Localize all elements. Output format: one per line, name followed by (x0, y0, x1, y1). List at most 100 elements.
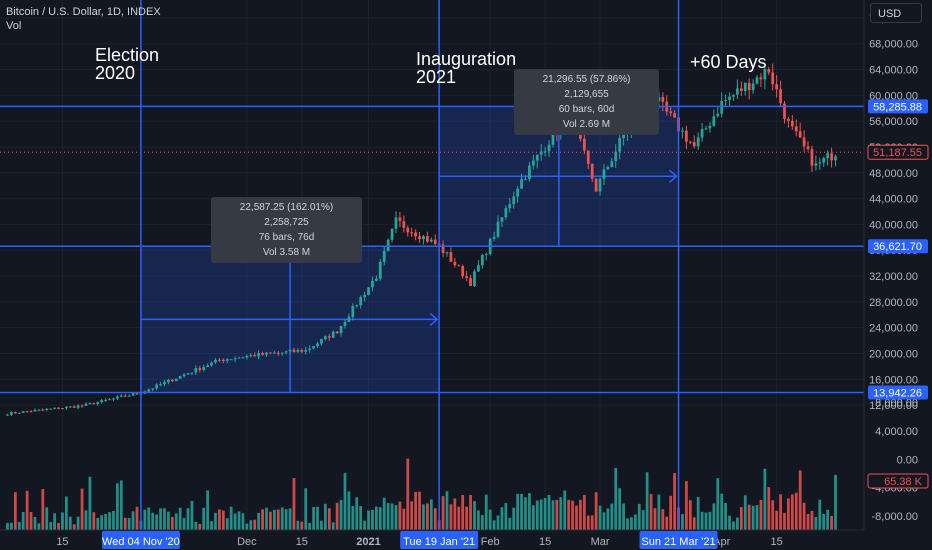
volume-bar (775, 510, 779, 530)
candle-body (127, 395, 131, 397)
price-tick-label: 40,000.00 (869, 219, 918, 231)
candle-body (426, 236, 429, 242)
volume-bar (783, 512, 786, 530)
candle-body (802, 137, 806, 147)
volume-bar (53, 513, 56, 530)
volume-bar (794, 492, 798, 530)
candle-body (661, 96, 665, 102)
volume-bar (253, 519, 257, 530)
plus60-note[interactable]: +60 Days (690, 53, 767, 71)
candle-body (386, 239, 390, 252)
volume-bar (739, 507, 743, 530)
candle-body (155, 384, 158, 389)
candle-body (810, 149, 814, 166)
volume-bar (806, 513, 810, 530)
volume-bar (692, 517, 696, 530)
price-tick-label: 20,000.00 (869, 348, 918, 360)
volume-bar (410, 501, 414, 530)
election-note[interactable]: Election 2020 (95, 46, 159, 82)
volume-bar (563, 490, 567, 530)
candle-body (720, 100, 724, 114)
volume-bar (429, 499, 433, 530)
candle-body (590, 163, 594, 179)
symbol-title: Bitcoin / U.S. Dollar, 1D, INDEX (6, 6, 161, 18)
candle-body (594, 178, 598, 192)
candle-body (516, 188, 520, 197)
candle-body (449, 252, 453, 262)
candle-body (606, 166, 610, 170)
volume-bar (351, 505, 355, 530)
candle-body (688, 141, 692, 143)
volume-tick-label: -8,000.00 (872, 511, 918, 523)
candle-body (414, 232, 417, 237)
inauguration-note-line1: Inauguration (416, 49, 517, 69)
candle-body (700, 129, 704, 138)
candle-body (76, 405, 80, 408)
candle-body (265, 352, 268, 355)
volume-bar (300, 521, 304, 530)
price-tick-label: 48,000.00 (869, 168, 918, 180)
candle-body (716, 113, 720, 117)
candle-body (135, 393, 139, 395)
volume-bar (802, 502, 806, 530)
volume-bar (131, 511, 135, 530)
candle-body (382, 251, 386, 262)
candle-body (327, 336, 331, 338)
candle-body (492, 236, 496, 239)
volume-bar (673, 473, 676, 530)
candle-body (249, 355, 253, 357)
volume-bar (555, 499, 559, 530)
candle-body (794, 126, 798, 132)
measure-1-change: 22,587.25 (162.01%) 2,258,725 (239, 202, 334, 228)
candle-body (6, 414, 9, 416)
candle-body (712, 116, 716, 126)
volume-bar (237, 511, 241, 530)
volume-bar (339, 500, 343, 530)
candle-body (194, 368, 198, 373)
volume-bar (551, 500, 555, 530)
volume-bar (535, 500, 539, 530)
volume-bar (84, 510, 88, 530)
volume-bar (579, 499, 582, 530)
volume-bar (221, 510, 225, 530)
candle-body (41, 409, 45, 411)
candle-body (394, 217, 398, 229)
volume-bar (355, 497, 359, 530)
candle-body (751, 83, 755, 91)
inauguration-note[interactable]: Inauguration 2021 (416, 50, 516, 86)
price-tick-label: 12,000.00 (869, 400, 918, 412)
volume-bar (657, 494, 661, 530)
candle-body (245, 355, 249, 358)
volume-bar (225, 518, 229, 530)
volume-bar (320, 520, 323, 530)
volume-bar (186, 508, 190, 530)
candle-body (182, 374, 186, 377)
volume-bar (382, 497, 386, 530)
candle-body (163, 381, 166, 385)
candle-body (119, 395, 123, 397)
candle-body (29, 411, 33, 413)
volume-bar (280, 507, 284, 530)
candle-body (64, 406, 68, 409)
candle-body (72, 406, 76, 408)
candle-body (312, 346, 315, 349)
volume-bar (567, 499, 571, 530)
price-level-tag-label: 58,285.88 (873, 101, 922, 113)
candle-body (351, 305, 355, 317)
currency-selector-button[interactable]: USD (870, 3, 922, 23)
volume-bar (681, 514, 684, 530)
candle-body (167, 379, 170, 382)
volume-bar (720, 493, 724, 530)
candle-body (276, 352, 280, 354)
candle-body (500, 217, 504, 222)
candle-body (461, 265, 465, 277)
volume-bar (610, 503, 614, 530)
candle-body (508, 204, 512, 209)
volume-bar (72, 524, 76, 530)
volume-bar (257, 512, 261, 530)
candle-body (504, 208, 508, 218)
volume-bar (700, 511, 704, 530)
volume-bar (170, 517, 174, 530)
volume-bar (304, 488, 308, 530)
